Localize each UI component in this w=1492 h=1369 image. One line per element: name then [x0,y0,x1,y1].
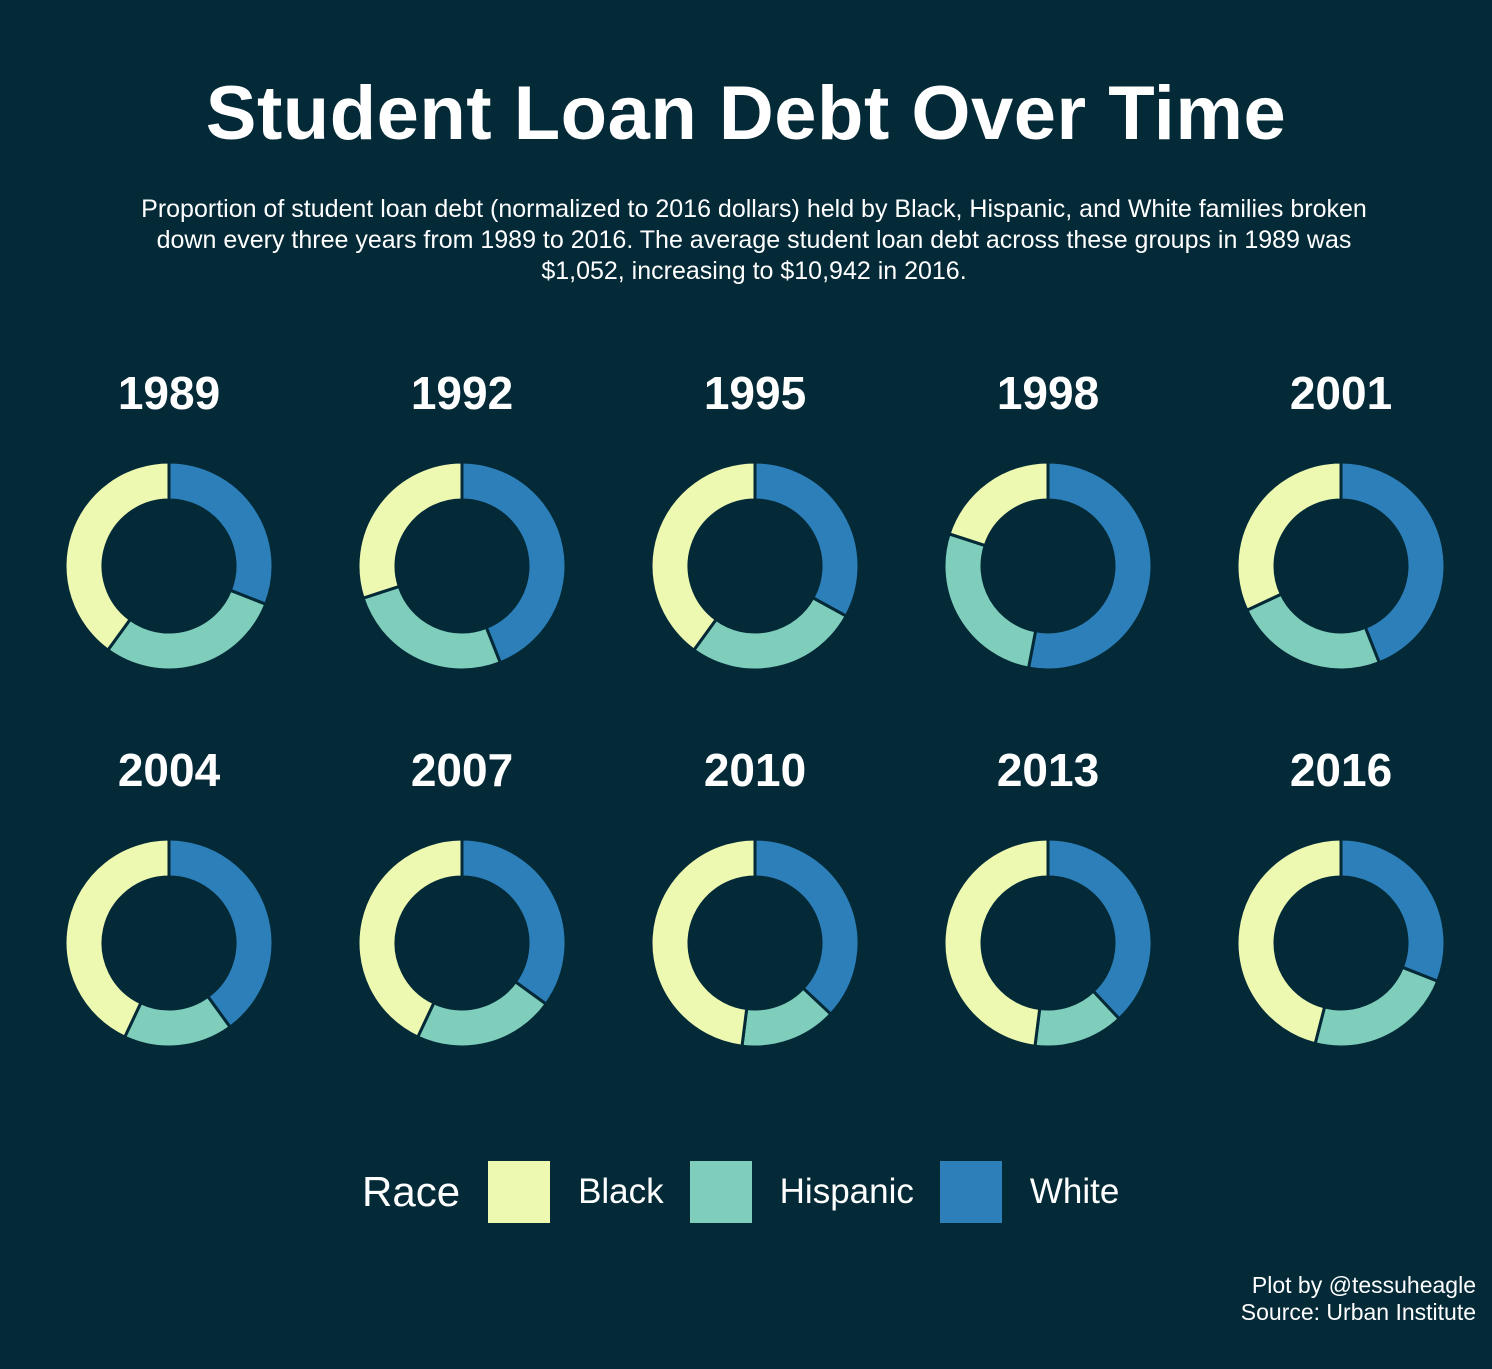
slice-1992-black [356,460,464,601]
caption-author: Plot by @tessuheagle [1251,1272,1476,1298]
panel-year-label-1989: 1989 [118,367,220,419]
slice-2001-hispanic [1244,592,1382,672]
panel-year-label-2010: 2010 [704,744,806,796]
slice-1989-hispanic [105,588,268,672]
panel-year-label-2004: 2004 [118,744,221,796]
slice-1998-black [947,460,1050,548]
slice-2007-white [460,837,568,1007]
slice-2007-black [356,837,464,1040]
legend-item-white: White [939,1161,1120,1223]
caption-source: Source: Urban Institute [1240,1299,1476,1325]
chart-subtitle: Proportion of student loan debt (normali… [141,195,1367,285]
slice-2016-black [1235,837,1343,1046]
slice-1989-black [63,460,171,653]
slice-2010-black [649,837,757,1048]
panel-year-label-2016: 2016 [1290,744,1392,796]
caption: Plot by @tessuheagle Source: Urban Insti… [1241,1272,1476,1326]
legend-swatch-white [939,1161,1002,1223]
slice-1992-white [460,460,568,665]
slice-2004-black [63,837,171,1040]
chart-title: Student Loan Debt Over Time [205,71,1287,156]
panel-year-label-1998: 1998 [997,367,1099,419]
legend-title: Race [362,1168,461,1215]
legend: Race Black Hispanic White [362,1160,1145,1224]
legend-swatch-hispanic [689,1161,752,1223]
slice-1998-white [1026,460,1154,672]
slice-2016-white [1339,837,1447,984]
panel-year-label-1992: 1992 [411,367,513,419]
slice-2001-white [1339,460,1447,665]
legend-swatch-black [488,1161,551,1223]
panel-year-label-2013: 2013 [997,744,1099,796]
legend-label-white: White [1029,1172,1120,1211]
slice-2001-black [1235,460,1343,613]
slice-2004-white [167,837,275,1030]
panel-year-label-2001: 2001 [1290,367,1392,419]
slice-2013-white [1046,837,1154,1021]
panel-year-label-1995: 1995 [704,367,806,419]
slice-1998-hispanic [942,531,1038,670]
slice-1992-hispanic [361,584,503,672]
legend-item-black: Black [488,1161,664,1223]
legend-label-black: Black [578,1172,664,1211]
slice-1989-white [167,460,275,607]
slice-2013-black [942,837,1050,1048]
panel-year-label-2007: 2007 [411,744,513,796]
legend-item-hispanic: Hispanic [689,1161,914,1223]
slice-2007-hispanic [415,979,549,1049]
slice-2010-white [753,837,861,1017]
slice-2016-hispanic [1313,965,1440,1049]
slice-1995-black [649,460,757,653]
legend-label-hispanic: Hispanic [779,1172,914,1211]
slice-1995-hispanic [691,595,849,672]
slice-1995-white [753,460,861,619]
